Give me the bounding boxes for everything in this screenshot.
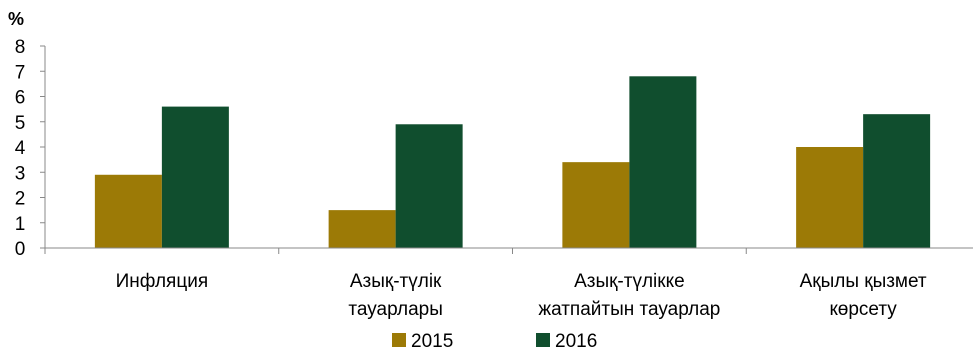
- legend: 2015 2016: [392, 331, 597, 351]
- y-tick-label: 6: [15, 88, 26, 109]
- y-tick-label: 3: [15, 163, 26, 184]
- bar-2016-category-3: [629, 76, 697, 248]
- category-label: Инфляция: [116, 271, 209, 292]
- y-tick-label: 0: [15, 239, 26, 260]
- y-tick-label: 2: [15, 189, 26, 210]
- category-label: Азық-түлікке жатпайтын тауарлар: [538, 271, 720, 320]
- y-tick-label: 4: [15, 138, 26, 159]
- y-axis-unit-label: %: [8, 9, 24, 29]
- category-label-line: көрсету: [829, 299, 897, 320]
- y-tick-label: 8: [15, 37, 26, 58]
- bars-group: [94, 76, 931, 248]
- bar-2015-category-3: [562, 162, 630, 248]
- category-label-line: Азық-түлік: [350, 271, 442, 292]
- category-label-line: Инфляция: [116, 271, 209, 292]
- legend-label-2016: 2016: [555, 331, 597, 351]
- y-axis-ticks: 0 1 2 3 4 5 6 7 8: [15, 37, 45, 260]
- y-tick-label: 5: [15, 113, 26, 134]
- bar-2015-category-4: [796, 147, 864, 248]
- category-label-line: Азық-түлікке: [574, 271, 685, 292]
- bar-2016-category-1: [161, 106, 229, 248]
- legend-swatch-2015: [392, 333, 406, 347]
- category-label-line: жатпайтын тауарлар: [538, 299, 720, 320]
- bar-2015-category-2: [328, 210, 396, 248]
- bar-2016-category-4: [863, 114, 931, 248]
- legend-swatch-2016: [536, 333, 550, 347]
- bar-2016-category-2: [395, 124, 463, 248]
- bar-2015-category-1: [94, 174, 162, 248]
- y-tick-label: 1: [15, 214, 26, 235]
- y-tick-label: 7: [15, 62, 26, 83]
- category-label: Азық-түлік тауарлары: [348, 271, 443, 320]
- category-labels: Инфляция Азық-түлік тауарлары Азық-түлікке ж…: [116, 271, 927, 320]
- legend-label-2015: 2015: [411, 331, 453, 351]
- category-label-line: Ақылы қызмет: [800, 271, 927, 292]
- x-axis-ticks: [44, 248, 747, 254]
- category-label-line: тауарлары: [348, 299, 443, 320]
- category-label: Ақылы қызмет көрсету: [800, 271, 927, 320]
